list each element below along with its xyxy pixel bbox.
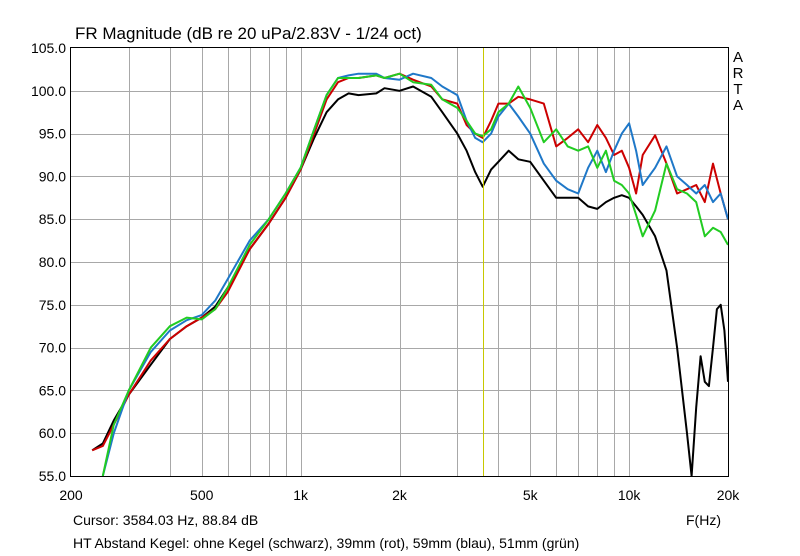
x-tick-label: 1k bbox=[293, 487, 309, 503]
x-tick-label: 10k bbox=[618, 487, 642, 503]
x-axis-label: F(Hz) bbox=[686, 512, 721, 528]
series-line bbox=[101, 72, 729, 477]
y-tick-label: 75.0 bbox=[39, 297, 66, 313]
watermark-letter: R bbox=[733, 65, 744, 82]
cursor-readout: Cursor: 3584.03 Hz, 88.84 dB bbox=[73, 512, 258, 528]
y-tick-label: 65.0 bbox=[39, 382, 66, 398]
y-tick-label: 105.0 bbox=[31, 40, 66, 56]
x-tick-label: 2k bbox=[392, 487, 408, 503]
y-tick-label: 60.0 bbox=[39, 425, 66, 441]
watermark-letter: A bbox=[733, 49, 743, 66]
y-tick-label: 85.0 bbox=[39, 211, 66, 227]
chart-title: FR Magnitude (dB re 20 uPa/2.83V - 1/24 … bbox=[75, 24, 422, 43]
x-tick-label: 5k bbox=[523, 487, 539, 503]
x-tick-label: 200 bbox=[59, 487, 83, 503]
x-tick-label: 20k bbox=[717, 487, 741, 503]
series-line bbox=[91, 85, 729, 477]
grid-lines bbox=[71, 48, 728, 476]
y-tick-label: 70.0 bbox=[39, 340, 66, 356]
y-tick-label: 100.0 bbox=[31, 83, 66, 99]
y-tick-label: 55.0 bbox=[39, 468, 66, 484]
y-tick-labels: 55.0 60.0 65.0 70.0 75.0 80.0 85.0 90.0 95.0 100.… bbox=[31, 40, 66, 484]
data-series bbox=[91, 72, 729, 477]
watermark-letter: A bbox=[733, 97, 743, 114]
y-tick-label: 80.0 bbox=[39, 254, 66, 270]
y-tick-label: 90.0 bbox=[39, 168, 66, 184]
series-line bbox=[101, 72, 729, 477]
chart-caption: HT Abstand Kegel: ohne Kegel (schwarz), … bbox=[73, 535, 579, 551]
x-tick-labels: 200 500 1k 2k 5k 10k 20k bbox=[59, 487, 740, 503]
plot-frame bbox=[70, 47, 729, 477]
x-tick-label: 500 bbox=[190, 487, 214, 503]
y-tick-label: 95.0 bbox=[39, 126, 66, 142]
watermark-letter: T bbox=[733, 81, 742, 98]
